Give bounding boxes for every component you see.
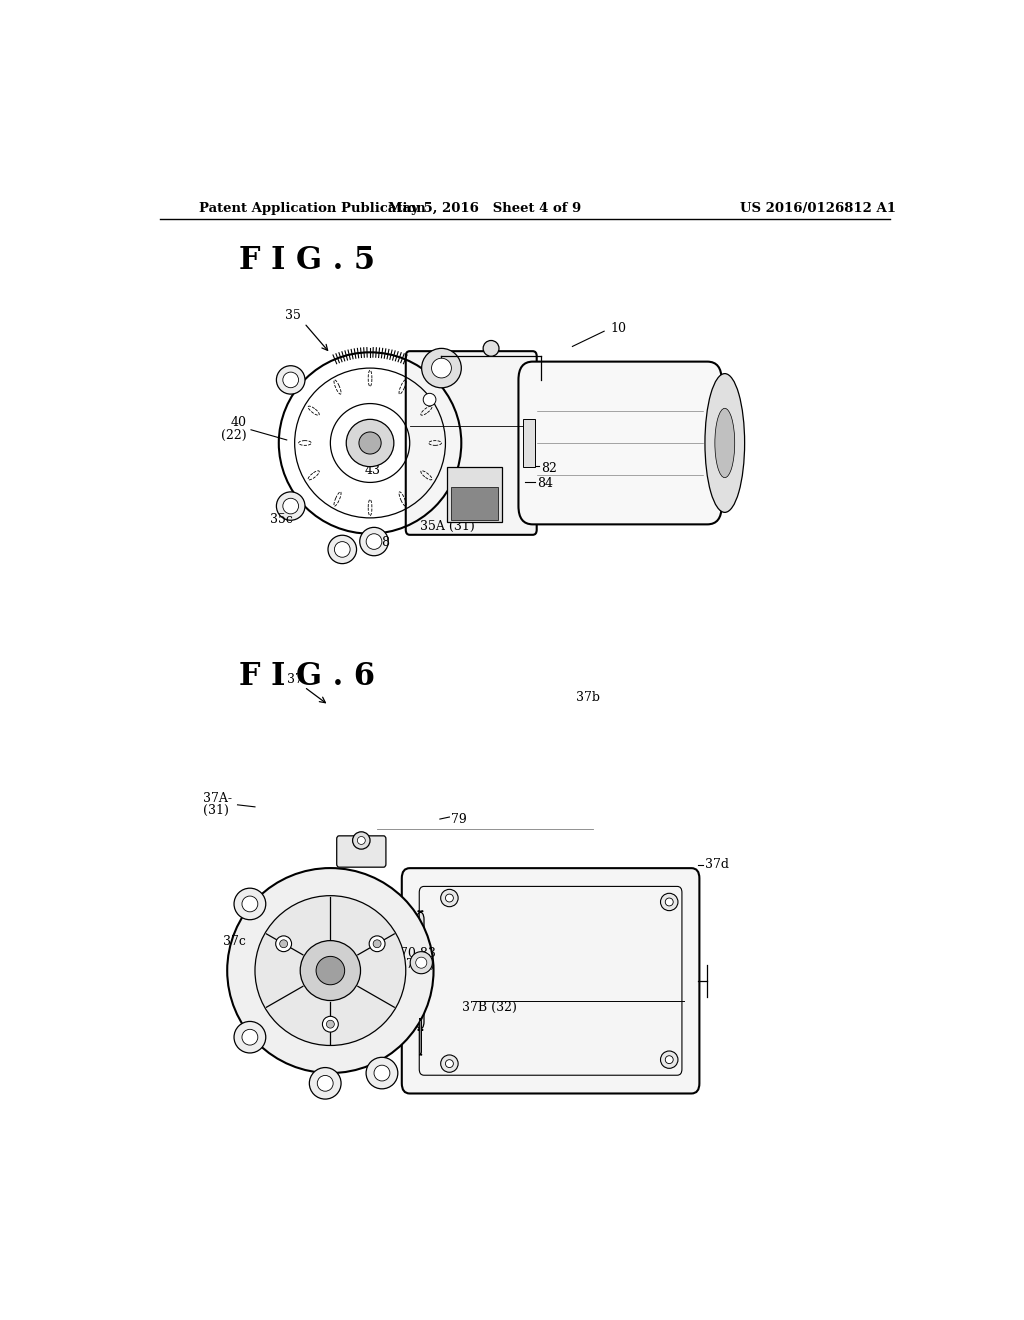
Ellipse shape	[327, 1020, 335, 1028]
FancyBboxPatch shape	[401, 869, 699, 1093]
Ellipse shape	[242, 1030, 258, 1045]
Ellipse shape	[483, 341, 499, 356]
Ellipse shape	[367, 1057, 397, 1089]
Ellipse shape	[666, 898, 673, 906]
Ellipse shape	[317, 1076, 333, 1092]
Ellipse shape	[234, 888, 266, 920]
Ellipse shape	[276, 492, 305, 520]
Text: US 2016/0126812 A1: US 2016/0126812 A1	[740, 202, 896, 215]
Ellipse shape	[367, 533, 382, 549]
Bar	[451, 487, 498, 520]
Text: 35A (31): 35A (31)	[420, 520, 475, 533]
Ellipse shape	[323, 1016, 338, 1032]
FancyBboxPatch shape	[406, 351, 537, 535]
Ellipse shape	[300, 941, 360, 1001]
Ellipse shape	[445, 894, 454, 902]
Text: 35: 35	[285, 309, 301, 322]
Ellipse shape	[660, 894, 678, 911]
Ellipse shape	[373, 940, 381, 948]
Ellipse shape	[359, 432, 381, 454]
Text: (31): (31)	[204, 804, 229, 817]
Ellipse shape	[309, 1068, 341, 1100]
Ellipse shape	[316, 957, 345, 985]
Ellipse shape	[283, 372, 299, 388]
Ellipse shape	[715, 408, 734, 478]
Text: 82: 82	[541, 462, 557, 475]
Bar	[446, 467, 502, 521]
Text: 70 83: 70 83	[399, 946, 435, 960]
Text: 10: 10	[610, 322, 627, 335]
Text: 40: 40	[231, 416, 247, 429]
Text: 37d: 37d	[705, 858, 729, 871]
Text: 79: 79	[451, 813, 467, 825]
Ellipse shape	[352, 832, 370, 849]
Text: 43: 43	[365, 463, 381, 477]
Ellipse shape	[440, 1055, 458, 1072]
Ellipse shape	[275, 936, 292, 952]
Text: 37b: 37b	[577, 690, 600, 704]
FancyBboxPatch shape	[419, 1019, 422, 1055]
Ellipse shape	[335, 541, 350, 557]
Text: 37c: 37c	[222, 935, 246, 948]
Ellipse shape	[422, 348, 461, 388]
Ellipse shape	[445, 1060, 454, 1068]
Ellipse shape	[242, 896, 258, 912]
Ellipse shape	[280, 940, 288, 948]
Text: 84: 84	[537, 477, 553, 490]
Text: (22): (22)	[221, 429, 247, 442]
Ellipse shape	[283, 498, 299, 513]
Bar	[523, 420, 536, 467]
Ellipse shape	[374, 1065, 390, 1081]
FancyBboxPatch shape	[337, 836, 386, 867]
Text: F I G . 5: F I G . 5	[240, 244, 375, 276]
Text: 37A-: 37A-	[204, 792, 232, 805]
Ellipse shape	[357, 837, 366, 845]
Text: 38: 38	[374, 536, 390, 549]
Text: F I G . 6: F I G . 6	[240, 661, 375, 692]
Text: Patent Application Publication: Patent Application Publication	[200, 202, 426, 215]
Ellipse shape	[411, 952, 432, 974]
Ellipse shape	[705, 374, 744, 512]
Ellipse shape	[666, 1056, 673, 1064]
Ellipse shape	[255, 896, 406, 1045]
Text: 37: 37	[287, 673, 303, 686]
Ellipse shape	[660, 1051, 678, 1068]
Text: 35c: 35c	[270, 512, 293, 525]
FancyBboxPatch shape	[417, 911, 424, 1030]
Ellipse shape	[346, 420, 394, 467]
Ellipse shape	[423, 393, 436, 407]
Ellipse shape	[328, 535, 356, 564]
Ellipse shape	[234, 1022, 266, 1053]
Text: May 5, 2016   Sheet 4 of 9: May 5, 2016 Sheet 4 of 9	[388, 202, 582, 215]
Text: 37B (32): 37B (32)	[462, 1001, 516, 1014]
Ellipse shape	[440, 890, 458, 907]
Ellipse shape	[359, 528, 388, 556]
Ellipse shape	[370, 936, 385, 952]
Ellipse shape	[416, 957, 427, 968]
Ellipse shape	[276, 366, 305, 395]
Text: (71b): (71b)	[400, 958, 434, 972]
Ellipse shape	[431, 358, 452, 378]
Ellipse shape	[227, 869, 433, 1073]
FancyBboxPatch shape	[518, 362, 722, 524]
